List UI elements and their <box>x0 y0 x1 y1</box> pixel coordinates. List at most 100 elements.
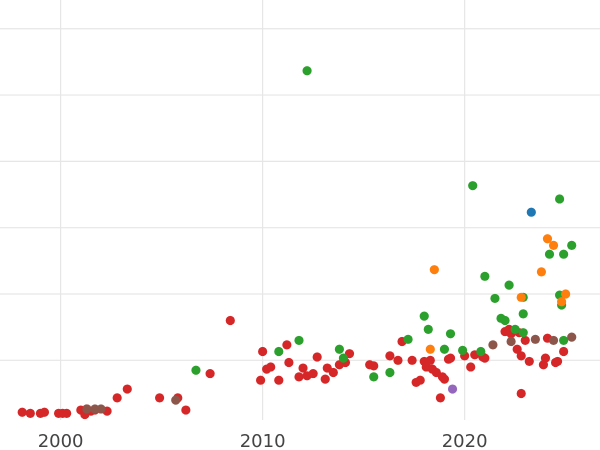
point-s2-3 <box>171 395 181 405</box>
point-s1-10 <box>423 324 433 334</box>
point-s1-15 <box>476 346 486 357</box>
point-s1-17 <box>490 293 500 304</box>
point-s0-66 <box>516 388 526 399</box>
point-s1-26 <box>554 194 565 204</box>
point-s1-19 <box>500 315 510 326</box>
series-5 <box>447 384 458 394</box>
point-s0-20 <box>256 375 266 385</box>
point-s0-19 <box>225 315 235 326</box>
data-points <box>17 66 577 420</box>
point-s2-7 <box>548 335 559 346</box>
point-s0-24 <box>274 375 284 385</box>
point-s0-13 <box>112 393 122 403</box>
y-gridlines <box>0 28 600 361</box>
point-s5-0 <box>447 384 458 394</box>
point-s1-12 <box>445 329 456 339</box>
point-s2-6 <box>530 334 540 344</box>
point-s1-13 <box>458 345 468 355</box>
point-s0-25 <box>282 340 292 350</box>
point-s2-2 <box>96 404 106 414</box>
x-tick-label-2: 2020 <box>442 431 488 450</box>
x-tick-label-1: 2010 <box>240 431 286 450</box>
point-s1-1 <box>274 346 284 357</box>
point-s1-0 <box>191 365 201 375</box>
x-tick-labels: 2000 2010 2020 <box>38 431 488 450</box>
point-s2-8 <box>567 332 577 342</box>
point-s1-6 <box>369 372 379 382</box>
point-s0-41 <box>393 355 403 365</box>
point-s1-5 <box>338 353 349 363</box>
point-s0-14 <box>122 384 132 394</box>
point-s0-68 <box>520 335 530 346</box>
x-gridlines <box>60 0 466 420</box>
point-s3-5 <box>548 240 559 250</box>
point-s3-7 <box>561 289 571 299</box>
point-s1-25 <box>544 249 555 259</box>
point-s0-69 <box>524 356 534 367</box>
point-s1-4 <box>334 344 344 354</box>
point-s0-28 <box>298 363 308 373</box>
point-s0-67 <box>516 351 526 361</box>
point-s3-1 <box>429 265 439 275</box>
point-s0-64 <box>512 344 522 354</box>
point-s0-57 <box>466 362 476 372</box>
point-s0-26 <box>284 357 294 368</box>
point-s0-21 <box>258 346 268 357</box>
point-s1-20 <box>504 280 514 290</box>
point-s1-24 <box>518 328 528 338</box>
point-s1-14 <box>468 181 478 191</box>
point-s0-1 <box>25 408 35 418</box>
point-s0-71 <box>540 353 551 363</box>
point-s0-31 <box>312 352 322 362</box>
point-s0-53 <box>439 374 450 384</box>
point-s0-51 <box>435 393 446 403</box>
series-0 <box>17 315 569 420</box>
point-s0-32 <box>320 374 330 384</box>
point-s1-21 <box>510 324 520 334</box>
point-s0-48 <box>425 355 435 365</box>
point-s4-0 <box>526 207 536 217</box>
point-s0-0 <box>17 407 27 417</box>
series-4 <box>526 207 536 217</box>
point-s0-39 <box>369 361 379 371</box>
point-s1-3 <box>302 66 312 76</box>
point-s1-31 <box>567 240 577 250</box>
point-s0-3 <box>39 407 50 417</box>
point-s0-74 <box>552 356 563 367</box>
point-s3-6 <box>557 297 567 307</box>
point-s0-17 <box>181 405 191 415</box>
point-s2-5 <box>506 336 516 347</box>
point-s0-15 <box>154 393 165 403</box>
point-s0-60 <box>480 353 490 363</box>
series-3 <box>425 234 571 354</box>
point-s0-27 <box>294 372 304 382</box>
point-s1-16 <box>480 271 490 281</box>
point-s2-0 <box>82 404 92 414</box>
point-s0-75 <box>559 346 569 357</box>
point-s0-34 <box>328 367 338 378</box>
point-s3-3 <box>536 267 547 277</box>
point-s1-22 <box>518 309 528 319</box>
point-s1-2 <box>294 335 304 346</box>
point-s0-23 <box>266 362 276 372</box>
point-s0-45 <box>415 375 425 385</box>
point-s1-29 <box>559 249 569 259</box>
point-s1-11 <box>439 344 450 354</box>
point-s1-7 <box>385 367 395 378</box>
point-s0-18 <box>205 368 215 379</box>
point-s0-43 <box>407 355 417 365</box>
point-s1-8 <box>403 334 413 344</box>
point-s3-4 <box>542 234 553 244</box>
point-s1-30 <box>559 335 569 346</box>
point-s3-2 <box>516 292 526 302</box>
x-tick-label-0: 2000 <box>38 431 84 450</box>
series-2 <box>82 332 577 414</box>
point-s2-4 <box>488 340 498 350</box>
point-s0-55 <box>445 353 456 363</box>
point-s1-9 <box>419 311 429 321</box>
point-s0-6 <box>62 408 72 418</box>
point-s0-40 <box>385 351 395 361</box>
point-s0-30 <box>308 368 318 379</box>
point-s3-0 <box>425 344 435 354</box>
